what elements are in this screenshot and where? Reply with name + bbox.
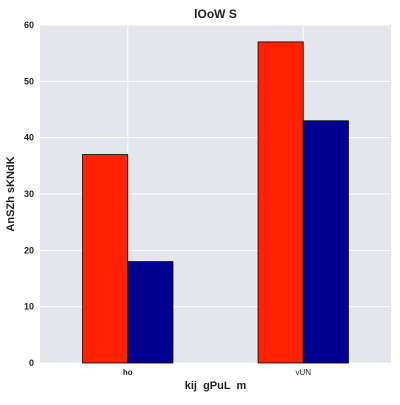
chart-title: lOoW S (194, 7, 237, 21)
y-tick-label: 30 (24, 189, 34, 199)
y-tick-label: 40 (24, 133, 34, 143)
y-tick-label: 50 (24, 76, 34, 86)
x-tick-labels: ho vUN (123, 368, 311, 377)
y-tick-label: 0 (29, 358, 34, 368)
bar (82, 154, 129, 364)
bar (302, 120, 349, 364)
x-axis-label: kij gPuL m (185, 380, 247, 392)
y-tick-labels: 0 10 20 30 40 50 60 (24, 20, 34, 368)
bars (82, 41, 349, 364)
y-axis-label: AnSZh sKNdK (5, 156, 17, 231)
y-tick-label: 10 (24, 302, 34, 312)
y-tick-label: 60 (24, 20, 34, 30)
x-tick-label: ho (123, 368, 133, 377)
x-tick-label: vUN (295, 368, 311, 377)
bar (127, 261, 174, 364)
y-tick-label: 20 (24, 245, 34, 255)
bar (257, 41, 304, 364)
